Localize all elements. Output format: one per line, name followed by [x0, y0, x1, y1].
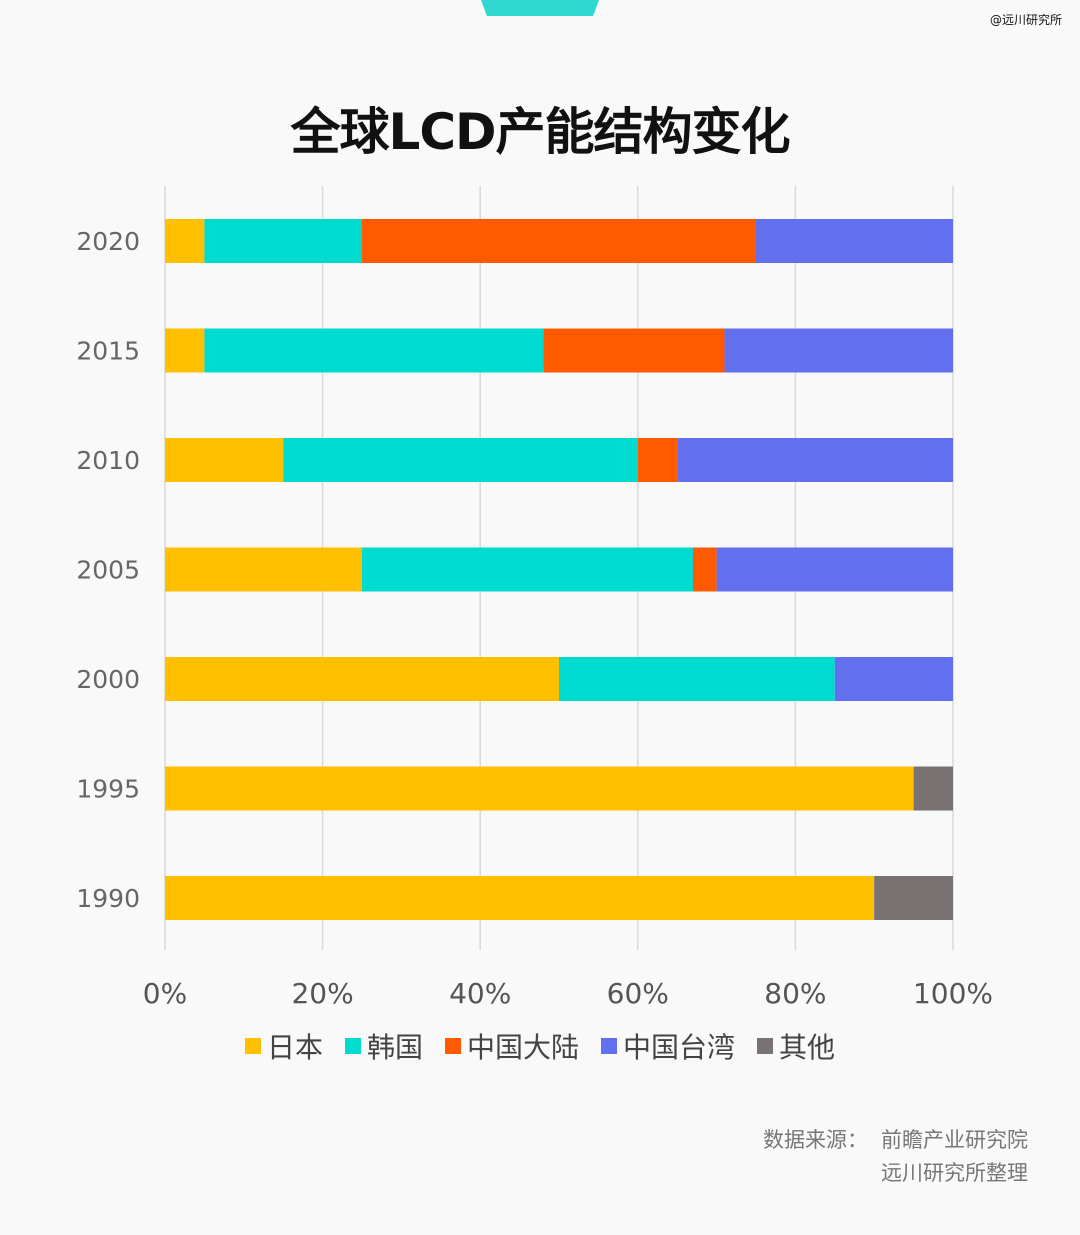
bar-segment [756, 219, 953, 263]
chart-title: 全球LCD产能结构变化 [290, 103, 790, 161]
bar-segment [724, 328, 953, 373]
bar-segment [165, 328, 205, 373]
x-tick-label: 60% [607, 977, 669, 1010]
legend-item: 中国大陆 [444, 1026, 579, 1066]
bar-segment [165, 766, 914, 811]
legend-item: 韩国 [344, 1026, 423, 1066]
legend-item: 其他 [757, 1026, 835, 1066]
bar-segment [204, 219, 362, 263]
bar-segment [165, 876, 875, 920]
bar-segment [677, 438, 953, 482]
y-tick-label: 2020 [76, 227, 140, 256]
legend-item: 中国台湾 [601, 1026, 735, 1066]
y-tick-label: 2010 [76, 446, 140, 475]
bar-segment [362, 547, 693, 592]
bar-segment [165, 219, 205, 263]
y-tick-label: 2015 [76, 337, 140, 366]
bar-segment [543, 328, 725, 373]
y-tick-label: 1990 [76, 884, 140, 913]
bar-segment [362, 219, 756, 263]
legend-swatch [444, 1038, 461, 1054]
y-tick-label: 2000 [76, 665, 140, 694]
source-line-1: 前瞻产业研究院 [881, 1128, 1028, 1152]
y-tick-label: 1995 [76, 775, 140, 804]
bar-segment [559, 657, 835, 701]
legend-swatch [601, 1038, 617, 1054]
x-tick-label: 100% [913, 977, 993, 1010]
legend-item: 日本 [244, 1026, 323, 1066]
x-tick-label: 0% [143, 977, 187, 1010]
legend: 日本 韩国 中国大陆 中国台湾 其他 [0, 1026, 1080, 1066]
bar-segment [283, 438, 638, 482]
legend-label: 中国台湾 [623, 1031, 736, 1064]
y-tick-label: 2005 [76, 556, 140, 585]
legend-swatch [244, 1038, 261, 1054]
legend-label: 其他 [779, 1031, 836, 1064]
bar-segment [716, 547, 953, 592]
source-line-2: 远川研究所整理 [881, 1161, 1028, 1185]
bar-segment [204, 328, 544, 373]
source-note: 数据来源： 前瞻产业研究院 远川研究所整理 [763, 1124, 1028, 1190]
bar-segment [165, 438, 284, 482]
legend-label: 日本 [266, 1031, 323, 1064]
bar-segment [165, 657, 559, 701]
x-tick-label: 20% [291, 977, 353, 1010]
bar-segment [637, 438, 678, 482]
x-tick-label: 80% [764, 977, 826, 1010]
x-tick-label: 40% [449, 977, 511, 1010]
bar-segment [692, 547, 717, 592]
bar-segment [874, 876, 953, 920]
stacked-bar-chart: 0% 20% 40% 60% 80% 100% 2020 2015 2010 2005 2000 19… [76, 186, 993, 1010]
legend-label: 韩国 [366, 1031, 423, 1064]
watermark: @远川研究所 [989, 13, 1062, 27]
top-decorative-tab [481, 0, 599, 16]
legend-swatch [344, 1038, 361, 1054]
legend-label: 中国大陆 [466, 1031, 579, 1064]
source-label: 数据来源： [763, 1128, 868, 1152]
bar-segment [913, 766, 953, 811]
bar-segment [165, 547, 362, 592]
legend-swatch [757, 1038, 774, 1054]
bar-segment [834, 657, 953, 701]
